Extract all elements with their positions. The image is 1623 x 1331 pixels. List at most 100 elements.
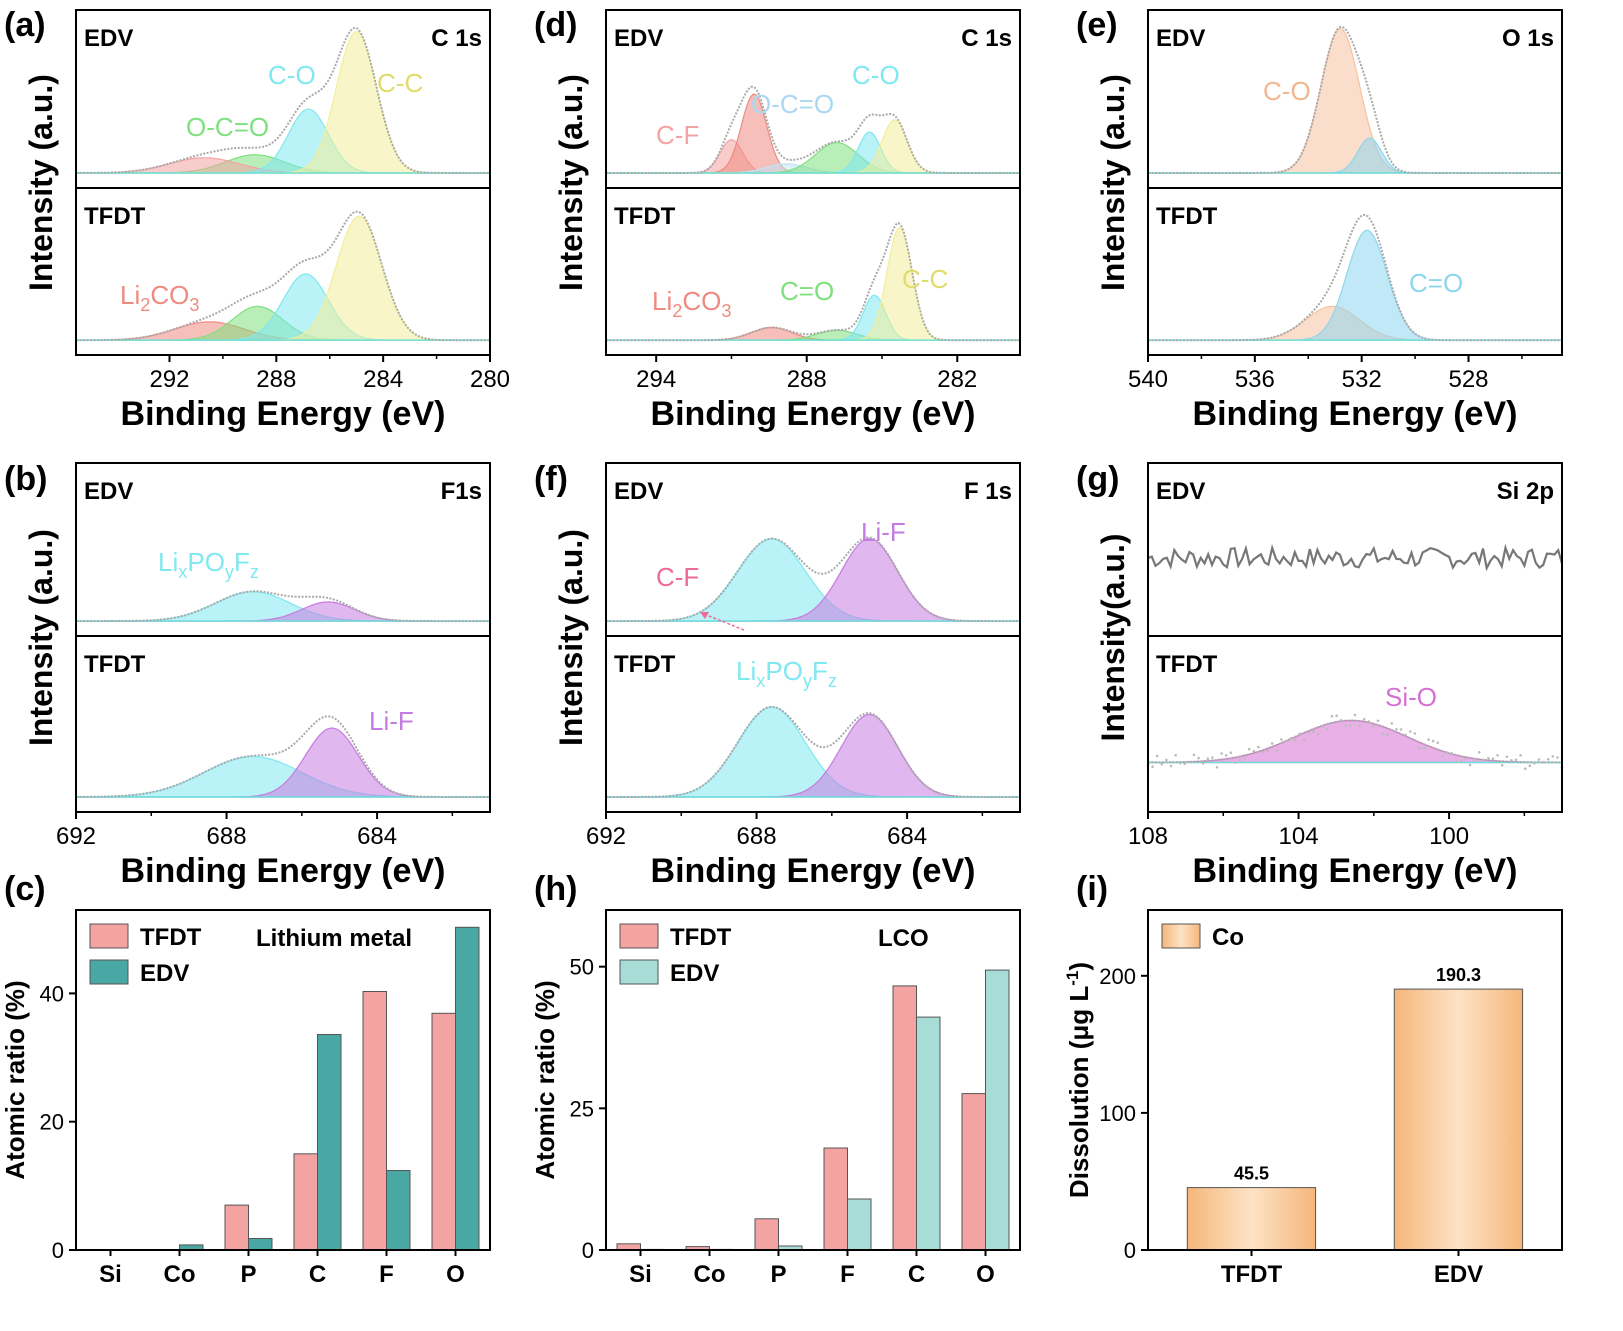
x-tick-label: 294 [636,366,676,393]
envelope-line [76,26,490,174]
data-point [1298,732,1302,736]
x-tick-label: 684 [887,823,927,850]
data-point [1445,751,1449,754]
data-point [1206,757,1210,761]
y-axis-label: Intensity (a.u.) [1095,74,1131,291]
bar-tfdt-f [362,991,387,1251]
bar-tfdt-o [961,1093,986,1251]
subplot-bottom: Li2CO3 C=O C-C TFDT [606,203,1020,342]
data-point [1408,730,1412,733]
legend-swatch [1161,923,1201,949]
y-axis-label: Intensity (a.u.) [553,74,589,291]
data-point [1473,758,1476,761]
sample-label: EDV [614,478,663,505]
y-tick-label: 100 [1099,1101,1136,1126]
data-point [1312,730,1315,733]
y-tick-label: 50 [570,955,594,980]
data-point [1321,724,1325,728]
panel-e: (e) C-O EDV C=O TFDT O 1s 540 536 532 528Binding … [1076,6,1563,433]
x-tick-label: 288 [787,366,827,393]
envelope-line [606,536,1020,623]
x-tick-label: Co [164,1261,196,1288]
panel-b: (b) LixPOyFz EDV Li-F TFDT F1s 692 688 684Bindin… [4,460,491,890]
sample-label: EDV [84,478,133,505]
data-point [1238,759,1242,762]
data-point [1169,764,1173,768]
data-point [1395,728,1398,731]
peak-c-o [1148,28,1562,174]
x-tick-label: 282 [937,366,977,393]
data-point [1303,738,1306,742]
y-axis-label: Intensity (a.u.) [23,74,59,291]
bar-co-edv [1393,988,1524,1251]
bar-edv-f [847,1198,872,1251]
data-point [1358,724,1361,728]
data-point [1174,753,1177,757]
data-point [1339,719,1343,722]
y-axis-label: Atomic ratio (%) [0,980,30,1179]
data-point [1224,754,1228,757]
data-point [1192,753,1196,757]
x-tick-label: 692 [586,823,626,850]
x-tick-label: C [309,1261,326,1288]
peak-label: Li-F [861,517,906,547]
data-label: 45.5 [1234,1164,1269,1184]
data-point [1381,732,1384,735]
bar-edv-p [248,1238,273,1251]
envelope-line [1148,213,1562,342]
subplot-top: C-O EDV [1148,25,1562,174]
subplot-bottom: LixPOyFz TFDT [606,651,1020,798]
peak-label: C=O [780,276,834,306]
panel-label: (c) [4,870,46,908]
x-axis-label: Binding Energy (eV) [1193,852,1518,890]
panel-label: (b) [4,460,47,498]
x-tick-label: Si [99,1261,122,1288]
x-tick-label: P [770,1261,786,1288]
y-tick-label: 0 [52,1238,64,1263]
data-point [1491,757,1495,761]
x-tick-label: 292 [149,366,189,393]
data-point [1523,767,1527,770]
data-point [1468,763,1472,767]
x-tick-label: 532 [1342,366,1382,393]
data-point [1229,751,1233,754]
x-tick-label: O [976,1261,995,1288]
x-tick-label: 108 [1128,823,1168,850]
x-tick-label: 684 [357,823,397,850]
panel-f: (f) Li-F C-F EDV LixPOyFz TFDT F 1s 692 688 684Bi… [534,460,1021,890]
plot-frame [605,462,1021,813]
peak-label: C-O [1263,76,1311,106]
envelope-line [76,715,490,798]
subplot-bottom: Si-O TFDT [1146,651,1564,770]
data-point [1496,754,1499,757]
bar-tfdt-p [224,1204,249,1251]
bar-tfdt-c [892,985,917,1251]
data-point [1556,756,1559,759]
data-point [1293,738,1297,742]
element-label: C 1s [431,25,482,52]
data-point [1436,741,1440,744]
data-point [1390,722,1394,725]
data-point [1178,761,1182,765]
x-axis-label: Binding Energy (eV) [1193,395,1518,433]
data-point [1422,747,1426,750]
data-point [1211,756,1214,759]
y-tick-label: 20 [40,1110,64,1135]
envelope-line [1148,25,1562,174]
peak-label: C-C [902,264,948,294]
data-point [1165,758,1168,762]
peak-li-f [76,727,490,798]
data-point [1533,761,1536,765]
y-axis-label: Intensity (a.u.) [553,529,589,746]
legend-label: EDV [140,960,189,987]
panel-label: (h) [534,870,577,908]
data-point [1510,759,1513,762]
x-axis-label: Binding Energy (eV) [121,395,446,433]
annotation-arrowhead [700,612,709,619]
bar-tfdt-p [754,1218,779,1251]
bar-tfdt-f [823,1147,848,1251]
subplot-top: EDV [1147,478,1564,572]
subplot-top: O-C=O C-O C-C EDV [75,25,490,174]
peak-label: Li2CO3 [120,280,200,315]
data-point [1537,758,1541,761]
